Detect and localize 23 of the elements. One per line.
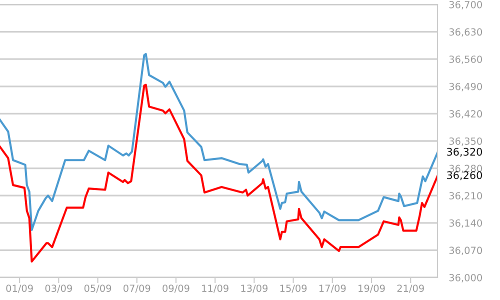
x-tick-label: 03/09 — [45, 284, 72, 293]
x-tick-label: 09/09 — [162, 284, 190, 293]
x-tick-label: 05/09 — [84, 284, 112, 293]
y-tick-label: 36,560 — [449, 56, 482, 64]
y-tick-label: 36,350 — [449, 137, 482, 146]
x-tick-label: 13/09 — [241, 284, 268, 293]
x-tick-label: 15/09 — [280, 284, 307, 293]
x-tick-label: 19/09 — [358, 284, 385, 293]
y-tick-label: 36,070 — [449, 246, 482, 256]
y-tick-label: 36,210 — [449, 192, 482, 200]
annotation: 36,260 — [447, 171, 482, 180]
y-tick-label: 36,490 — [449, 82, 482, 92]
x-tick-label: 21/09 — [397, 284, 424, 293]
y-tick-label: 36,630 — [449, 28, 482, 37]
y-tick-label: 36,140 — [449, 219, 482, 228]
annotation: 36,320 — [447, 148, 482, 157]
y-tick-label: 36,700 — [449, 0, 482, 10]
x-tick-label: 01/09 — [6, 284, 33, 293]
y-tick-label: 36,000 — [449, 274, 482, 282]
y-tick-label: 36,420 — [449, 110, 482, 119]
x-tick-label: 07/09 — [124, 284, 150, 293]
x-tick-label: 11/09 — [202, 284, 228, 293]
x-tick-label: 17/09 — [319, 284, 346, 293]
